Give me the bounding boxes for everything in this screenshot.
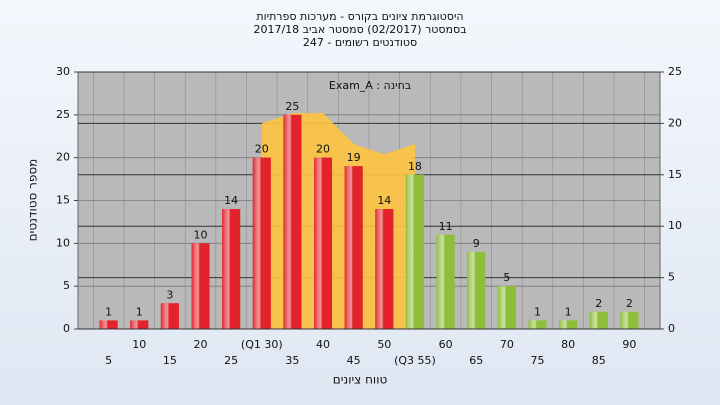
bar	[436, 234, 455, 329]
bar	[620, 311, 639, 329]
y-tick-label: 15	[56, 194, 70, 207]
x-tick-label: 90	[622, 338, 636, 351]
data-label: 1	[534, 305, 541, 318]
y-tick-label: 20	[56, 151, 70, 164]
y-tick-label: 30	[56, 65, 70, 78]
x-tick-label: 80	[561, 338, 575, 351]
bar	[467, 251, 486, 329]
bar	[497, 286, 516, 329]
bar	[559, 320, 578, 329]
bar	[344, 166, 363, 329]
x-tick-label: 20	[194, 338, 208, 351]
data-label: 11	[439, 220, 453, 233]
data-label: 1	[105, 305, 112, 318]
x-tick-label: 85	[592, 354, 606, 367]
data-label: 18	[408, 160, 422, 173]
data-label: 14	[377, 194, 391, 207]
bar	[405, 174, 424, 329]
data-label: 1	[136, 305, 143, 318]
bar	[528, 320, 547, 329]
data-label: 5	[503, 271, 510, 284]
x-axis-label: טווח ציונים	[333, 373, 388, 387]
data-label: 2	[595, 297, 602, 310]
data-label: 1	[565, 305, 572, 318]
y2-tick-label: 10	[668, 219, 682, 232]
bar	[130, 320, 149, 329]
x-tick-label: 50	[377, 338, 391, 351]
bar	[99, 320, 118, 329]
x-tick-label: (Q1 30)	[241, 338, 283, 351]
y2-tick-label: 25	[668, 65, 682, 78]
x-tick-label: 15	[163, 354, 177, 367]
x-tick-label: 45	[347, 354, 361, 367]
y-tick-label: 10	[56, 236, 70, 249]
bar	[283, 114, 302, 329]
bar	[375, 209, 394, 329]
annotation: בחינה : Exam_A	[329, 79, 411, 92]
chart-subtitle: בסמסטר (02/2017) סמסטר אביב 2017/18	[253, 23, 466, 36]
x-tick-label: 60	[439, 338, 453, 351]
data-label: 25	[285, 100, 299, 113]
bar	[252, 157, 271, 329]
bar	[314, 157, 333, 329]
x-tick-label: 75	[530, 354, 544, 367]
y2-tick-label: 0	[668, 322, 675, 335]
data-label: 2	[626, 297, 633, 310]
y-tick-label: 25	[56, 108, 70, 121]
chart-title: היסטוגרמת ציונים בקורס - מערכות ספרתיות	[256, 10, 463, 23]
data-label: 19	[347, 151, 361, 164]
y-tick-label: 5	[63, 279, 70, 292]
x-tick-label: (Q3 55)	[394, 354, 436, 367]
bar	[160, 303, 179, 329]
data-label: 9	[473, 237, 480, 250]
data-label: 20	[255, 143, 269, 156]
x-tick-label: 65	[469, 354, 483, 367]
x-tick-label: 25	[224, 354, 238, 367]
y2-tick-label: 15	[668, 168, 682, 181]
x-tick-label: 5	[105, 354, 112, 367]
bar	[191, 243, 210, 329]
y2-tick-label: 20	[668, 116, 682, 129]
y2-tick-label: 5	[668, 271, 675, 284]
x-tick-label: 35	[285, 354, 299, 367]
data-label: 20	[316, 143, 330, 156]
y-axis-label: מספר סטודנטים	[26, 159, 40, 242]
data-label: 3	[166, 288, 173, 301]
data-label: 10	[194, 228, 208, 241]
y-tick-label: 0	[63, 322, 70, 335]
bar	[222, 209, 241, 329]
x-tick-label: 70	[500, 338, 514, 351]
data-label: 14	[224, 194, 238, 207]
x-tick-label: 10	[132, 338, 146, 351]
chart-subtitle: סטודנטים רשומים - 247	[303, 36, 417, 49]
bar	[589, 311, 608, 329]
x-tick-label: 40	[316, 338, 330, 351]
